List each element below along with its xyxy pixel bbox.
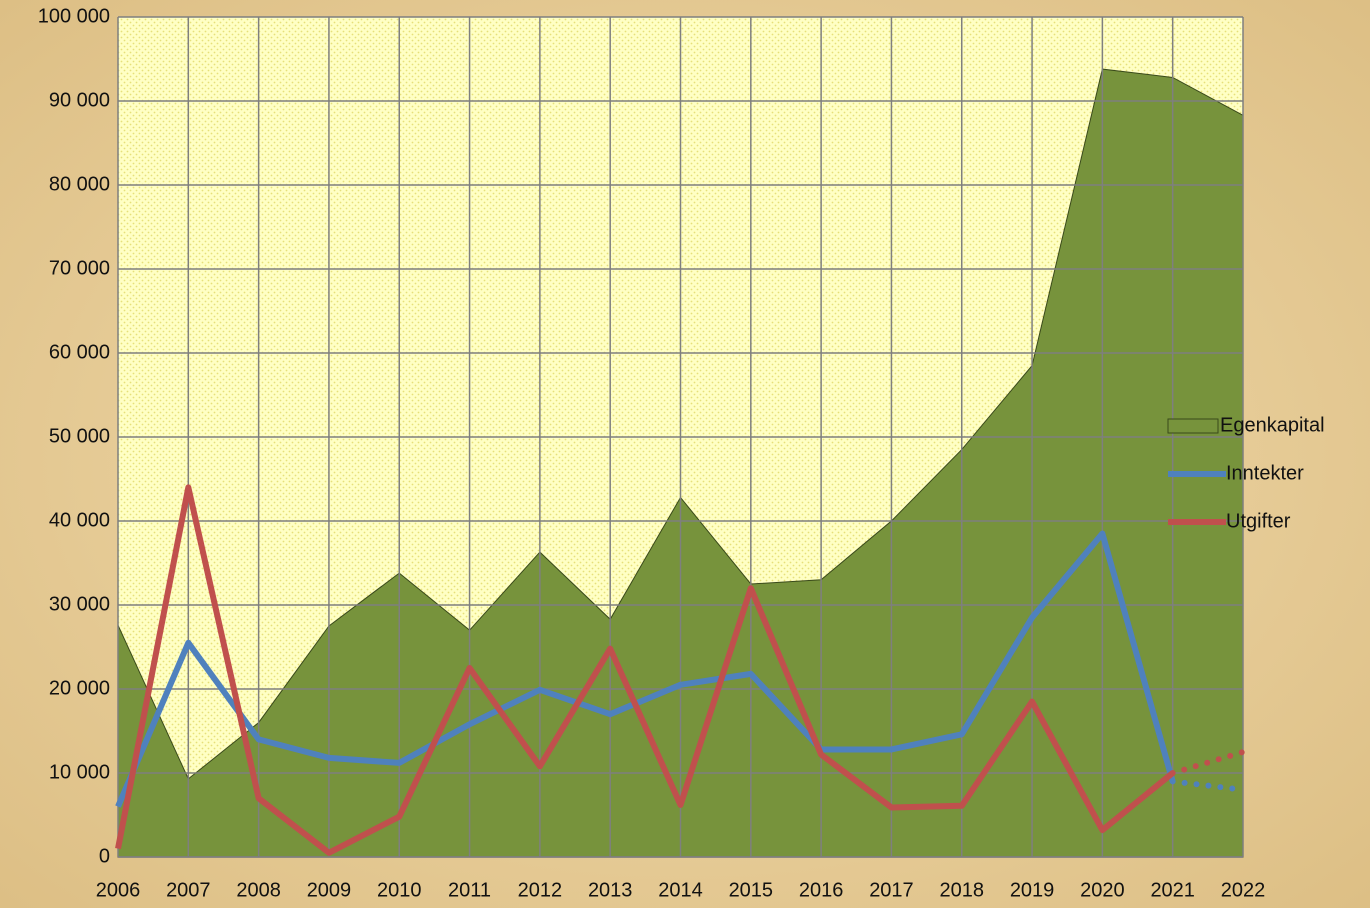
x-tick-label: 2014 [658,879,703,901]
x-tick-label: 2021 [1150,879,1195,901]
y-tick-label: 100 000 [38,5,110,27]
x-tick-label: 2010 [377,879,422,901]
x-tick-label: 2019 [1010,879,1055,901]
x-tick-label: 2018 [940,879,985,901]
legend-label: Egenkapital [1220,414,1325,436]
legend-label: Utgifter [1226,510,1291,532]
x-tick-label: 2013 [588,879,633,901]
x-tick-label: 2015 [729,879,774,901]
line [115,484,1175,856]
x-tick-label: 2020 [1080,879,1125,901]
y-tick-label: 50 000 [49,425,110,447]
x-tick-label: 2016 [799,879,844,901]
y-tick-label: 0 [99,845,110,867]
x-tick-label: 2009 [307,879,352,901]
line-dotted [1169,749,1246,776]
y-tick-label: 70 000 [49,257,110,279]
y-tick-label: 20 000 [49,677,110,699]
x-tick-label: 2007 [166,879,211,901]
legend-label: Inntekter [1226,462,1304,484]
y-tick-label: 30 000 [49,593,110,615]
x-tick-label: 2022 [1221,879,1266,901]
x-tick-label: 2011 [448,879,491,901]
x-tick-label: 2006 [96,879,141,901]
line-dotted [1169,778,1246,793]
legend-swatch [1167,418,1219,434]
x-tick-label: 2008 [236,879,281,901]
y-tick-label: 60 000 [49,341,110,363]
line [115,530,1176,808]
y-tick-label: 40 000 [49,509,110,531]
x-tick-label: 2012 [518,879,563,901]
y-tick-label: 10 000 [49,761,110,783]
y-tick-label: 90 000 [49,89,110,111]
x-tick-label: 2017 [869,879,914,901]
y-tick-label: 80 000 [49,173,110,195]
